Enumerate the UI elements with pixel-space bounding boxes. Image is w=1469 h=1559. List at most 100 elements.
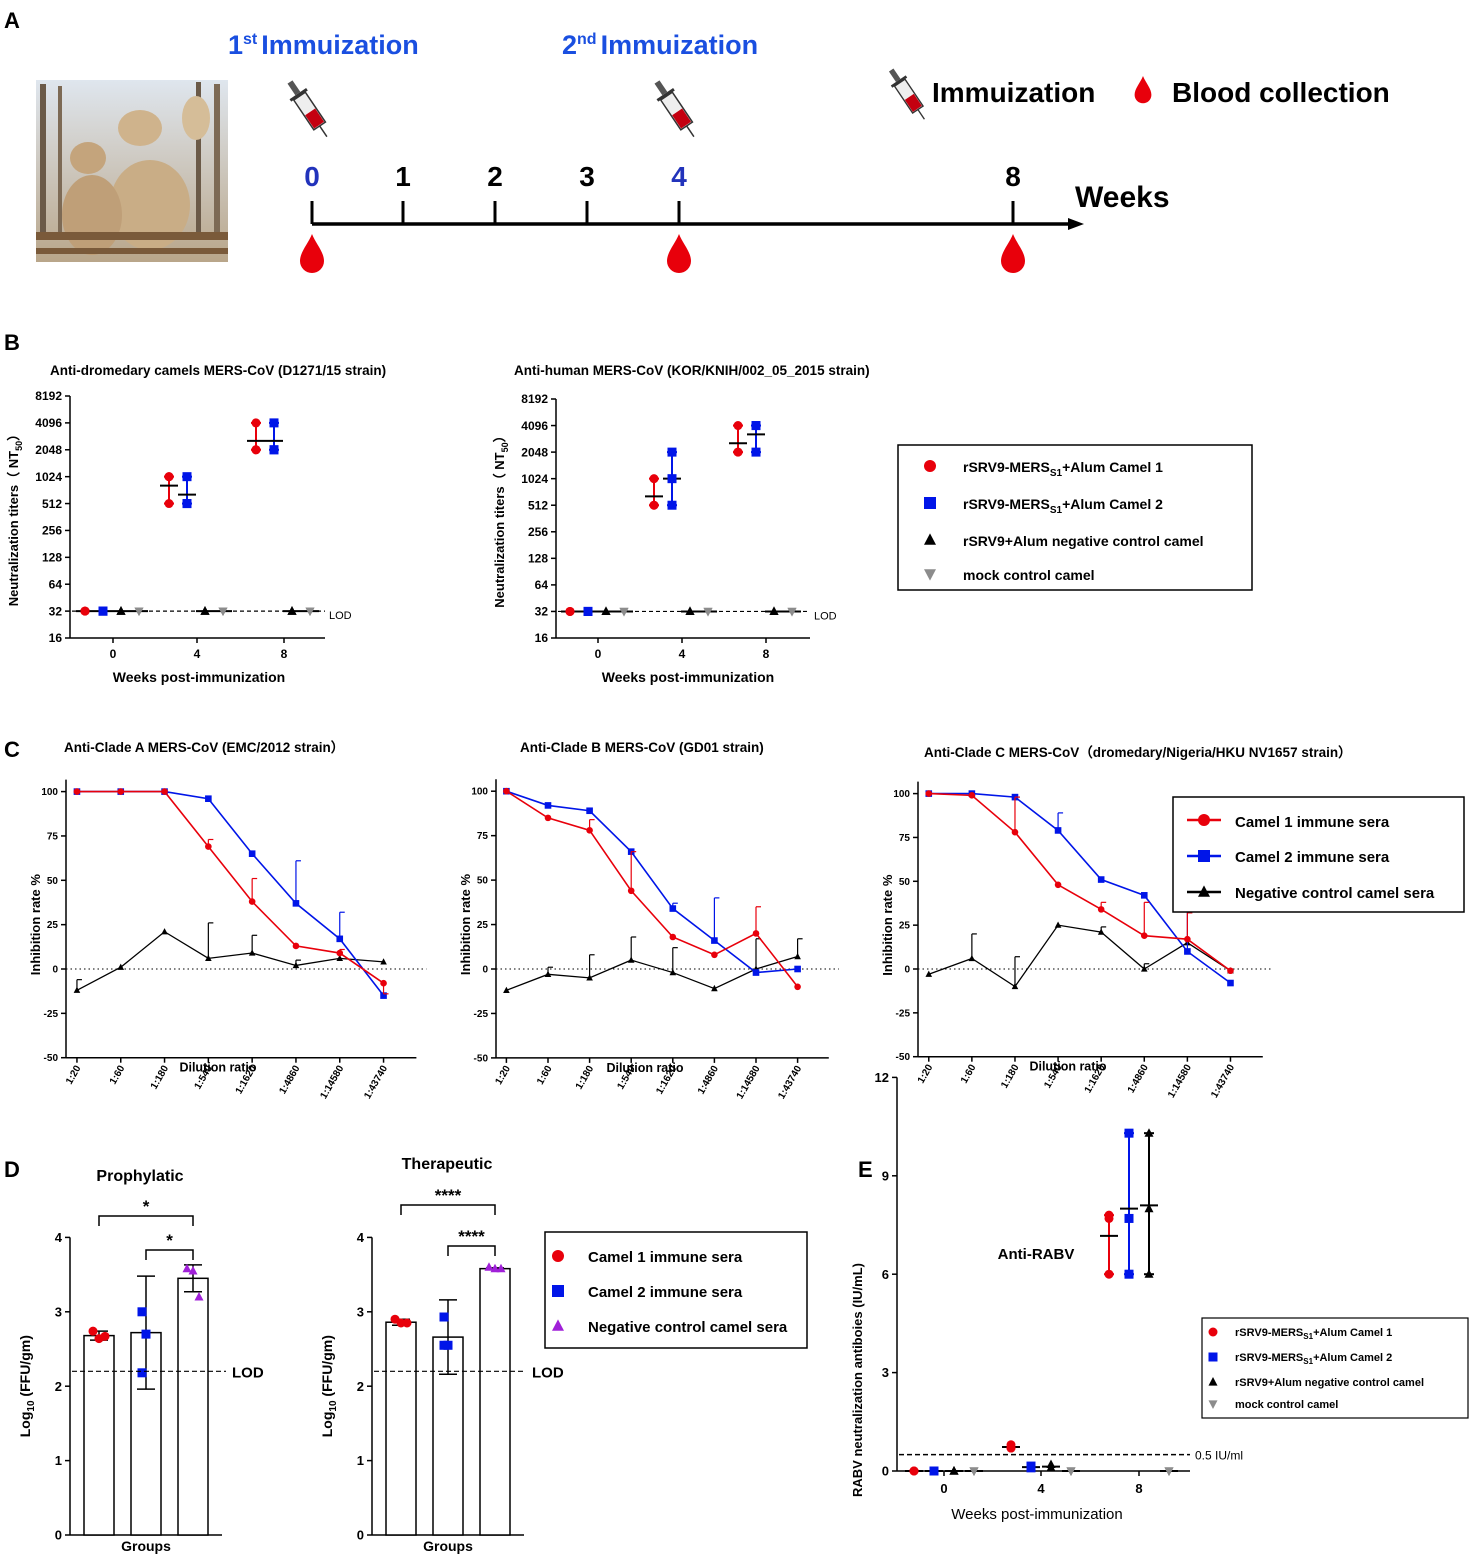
x-axis-label: Groups	[121, 1538, 171, 1554]
data-point	[601, 606, 611, 616]
bar	[83, 1334, 115, 1536]
data-point	[137, 1307, 147, 1317]
weeks-axis-label: Weeks	[1075, 181, 1170, 214]
data-point	[164, 499, 174, 509]
legend-e-camel1: rSRV9-MERSS1+Alum Camel 1	[1235, 1327, 1392, 1341]
x-tick-label: 4	[679, 647, 686, 661]
x-axis-label: Groups	[423, 1538, 473, 1554]
data-point	[218, 607, 228, 617]
chart-y-tick-label: 8192	[521, 392, 548, 406]
legend-b: rSRV9-MERSS1+Alum Camel 1 rSRV9-MERSS1+A…	[897, 444, 1253, 591]
x-tick-label: 0	[940, 1481, 947, 1496]
camel-photo	[36, 80, 228, 262]
chart-y-tick-label: 4	[357, 1230, 365, 1245]
data-point	[336, 949, 344, 957]
legend-c-marker	[1198, 885, 1210, 897]
data-point	[1144, 1128, 1154, 1137]
timeline-week-label: 8	[1005, 161, 1021, 192]
chart-y-tick-label: 25	[47, 920, 59, 931]
x-tick-label: 1:20	[64, 1063, 84, 1086]
chart-y-tick-label: -50	[474, 1053, 489, 1064]
data-point	[1097, 928, 1105, 935]
data-point	[1227, 979, 1234, 987]
data-point	[251, 445, 261, 455]
syringe-needle	[319, 125, 328, 138]
data-point	[794, 965, 801, 973]
syringe-fluid	[904, 93, 922, 112]
legend-d-marker	[552, 1285, 564, 1297]
data-point	[1227, 967, 1234, 975]
data-point	[711, 951, 718, 959]
data-point	[711, 984, 718, 992]
data-point	[769, 606, 779, 616]
data-point	[1046, 1462, 1056, 1472]
data-point	[200, 606, 210, 615]
legend-e-negative: rSRV9+Alum negative control camel	[1235, 1377, 1424, 1389]
syringe-plunger	[654, 80, 668, 96]
timeline-week-label: 4	[671, 161, 687, 192]
legend-c-negative: Negative control camel sera	[1235, 885, 1435, 902]
chart-title: Anti-Clade B MERS-CoV (GD01 strain)	[520, 740, 764, 755]
panel-letter-a: A	[4, 8, 20, 33]
syringe-barrel	[893, 78, 925, 115]
data-point	[669, 933, 677, 941]
data-point	[925, 970, 933, 977]
data-point	[141, 1329, 151, 1339]
syringe-plunger	[888, 68, 901, 82]
chart-y-tick-label: 16	[49, 631, 63, 645]
series-line	[928, 924, 1231, 988]
chart-y-tick-label: 4096	[521, 419, 548, 433]
x-tick-label: 1:4860	[277, 1063, 302, 1096]
syringe-fluid	[305, 108, 325, 129]
chart-y-tick-label: 0	[882, 1464, 889, 1479]
data-point	[205, 795, 212, 802]
chart-b1: Anti-dromedary camels MERS-CoV (D1271/15…	[6, 363, 386, 685]
y-axis-label: Neutralization titers（ NT50）	[6, 428, 24, 606]
x-axis-label: Dilution ratio	[179, 1061, 256, 1075]
data-point	[305, 607, 315, 617]
syringe-flange	[890, 75, 908, 88]
chart-y-tick-label: 2048	[521, 445, 548, 459]
data-point	[292, 900, 300, 907]
data-point	[949, 1466, 959, 1475]
data-point	[73, 986, 81, 993]
legend-c: Camel 1 immune sera Camel 2 immune sera …	[1172, 796, 1465, 913]
x-tick-label: 8	[1135, 1481, 1142, 1496]
data-point	[1140, 892, 1148, 899]
syringe-needle	[686, 125, 695, 138]
series-line	[506, 790, 798, 974]
chart-title: Anti-Clade A MERS-CoV (EMC/2012 strain）	[64, 740, 344, 755]
data-point	[929, 1466, 939, 1476]
data-point	[619, 607, 629, 617]
data-point	[137, 1368, 147, 1378]
data-point	[1066, 1467, 1076, 1476]
chart-y-tick-label: 1	[55, 1453, 62, 1468]
chart-y-tick-label: 0	[357, 1528, 364, 1543]
series-line	[76, 930, 384, 991]
second-immunization-title: 2nd Immuization	[562, 30, 758, 60]
chart-d1: Prophylatic 4 3 2 1 0 Groups Log10 (FFU/gm) LOD *…	[17, 1168, 264, 1554]
chart-y-tick-label: 1024	[521, 472, 548, 486]
legend-c-camel2: Camel 2 immune sera	[1235, 849, 1390, 866]
x-tick-label: 1:60	[535, 1064, 555, 1087]
chart-y-tick-label: 128	[528, 552, 548, 566]
legend-d-camel2: Camel 2 immune sera	[588, 1284, 743, 1301]
x-tick-label: 1:20	[916, 1062, 936, 1085]
chart-y-tick-label: 0	[904, 965, 910, 976]
data-point	[1140, 965, 1148, 972]
data-point	[751, 421, 761, 431]
data-point	[544, 970, 552, 977]
data-point	[794, 983, 801, 991]
chart-y-tick-label: 8192	[35, 389, 62, 403]
data-point	[586, 974, 593, 981]
significance-bracket	[98, 1215, 194, 1226]
timeline-arrowhead	[1068, 218, 1084, 230]
data-point	[1164, 1467, 1174, 1476]
data-point	[380, 958, 387, 965]
data-point	[1097, 876, 1105, 883]
chart-y-tick-label: -25	[44, 1009, 59, 1020]
data-point	[703, 607, 713, 617]
data-point	[1140, 932, 1148, 939]
data-point	[667, 447, 677, 457]
data-point	[503, 986, 510, 993]
